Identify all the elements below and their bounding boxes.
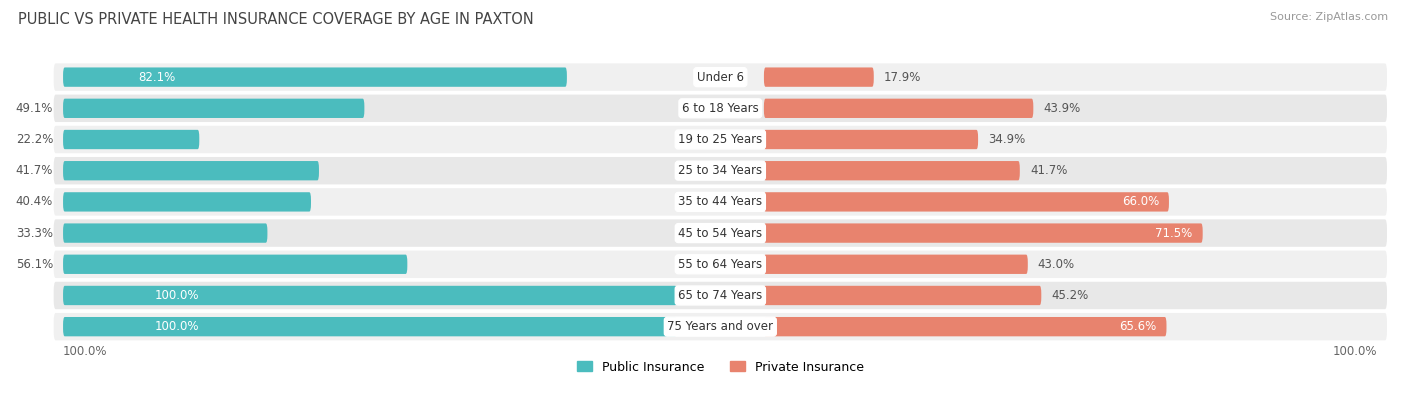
- FancyBboxPatch shape: [63, 99, 364, 118]
- FancyBboxPatch shape: [63, 130, 200, 149]
- Text: 45 to 54 Years: 45 to 54 Years: [678, 227, 762, 240]
- FancyBboxPatch shape: [63, 67, 567, 87]
- Text: 17.9%: 17.9%: [884, 71, 921, 83]
- FancyBboxPatch shape: [763, 317, 1167, 336]
- FancyBboxPatch shape: [63, 161, 319, 180]
- FancyBboxPatch shape: [53, 282, 1386, 309]
- Text: 100.0%: 100.0%: [155, 320, 200, 333]
- Text: 43.0%: 43.0%: [1038, 258, 1076, 271]
- FancyBboxPatch shape: [53, 64, 1386, 91]
- FancyBboxPatch shape: [63, 223, 267, 243]
- FancyBboxPatch shape: [53, 188, 1386, 216]
- FancyBboxPatch shape: [53, 219, 1386, 247]
- Text: 35 to 44 Years: 35 to 44 Years: [678, 195, 762, 209]
- Text: 33.3%: 33.3%: [15, 227, 53, 240]
- Text: 82.1%: 82.1%: [139, 71, 176, 83]
- Text: 56.1%: 56.1%: [15, 258, 53, 271]
- Text: 34.9%: 34.9%: [988, 133, 1025, 146]
- FancyBboxPatch shape: [763, 223, 1202, 243]
- FancyBboxPatch shape: [763, 254, 1028, 274]
- Text: 65.6%: 65.6%: [1119, 320, 1156, 333]
- FancyBboxPatch shape: [53, 251, 1386, 278]
- FancyBboxPatch shape: [763, 161, 1019, 180]
- Text: Source: ZipAtlas.com: Source: ZipAtlas.com: [1270, 12, 1388, 22]
- Text: Under 6: Under 6: [697, 71, 744, 83]
- Text: 100.0%: 100.0%: [1333, 345, 1378, 358]
- Text: 49.1%: 49.1%: [15, 102, 53, 115]
- FancyBboxPatch shape: [763, 286, 1042, 305]
- FancyBboxPatch shape: [763, 99, 1033, 118]
- Text: 25 to 34 Years: 25 to 34 Years: [678, 164, 762, 177]
- Legend: Public Insurance, Private Insurance: Public Insurance, Private Insurance: [576, 361, 863, 374]
- Text: 41.7%: 41.7%: [1029, 164, 1067, 177]
- Text: 43.9%: 43.9%: [1043, 102, 1081, 115]
- FancyBboxPatch shape: [53, 157, 1386, 185]
- FancyBboxPatch shape: [53, 126, 1386, 153]
- Text: 19 to 25 Years: 19 to 25 Years: [678, 133, 762, 146]
- Text: 6 to 18 Years: 6 to 18 Years: [682, 102, 759, 115]
- FancyBboxPatch shape: [63, 286, 676, 305]
- FancyBboxPatch shape: [63, 192, 311, 211]
- Text: 71.5%: 71.5%: [1156, 227, 1192, 240]
- FancyBboxPatch shape: [63, 317, 676, 336]
- FancyBboxPatch shape: [763, 130, 979, 149]
- Text: 75 Years and over: 75 Years and over: [668, 320, 773, 333]
- Text: 100.0%: 100.0%: [155, 289, 200, 302]
- Text: 65 to 74 Years: 65 to 74 Years: [678, 289, 762, 302]
- FancyBboxPatch shape: [763, 192, 1168, 211]
- Text: 66.0%: 66.0%: [1122, 195, 1159, 209]
- Text: 45.2%: 45.2%: [1052, 289, 1088, 302]
- FancyBboxPatch shape: [63, 254, 408, 274]
- Text: 100.0%: 100.0%: [63, 345, 108, 358]
- Text: 22.2%: 22.2%: [15, 133, 53, 146]
- FancyBboxPatch shape: [53, 313, 1386, 340]
- Text: 55 to 64 Years: 55 to 64 Years: [678, 258, 762, 271]
- Text: PUBLIC VS PRIVATE HEALTH INSURANCE COVERAGE BY AGE IN PAXTON: PUBLIC VS PRIVATE HEALTH INSURANCE COVER…: [18, 12, 534, 27]
- FancyBboxPatch shape: [763, 67, 873, 87]
- FancyBboxPatch shape: [53, 95, 1386, 122]
- Text: 40.4%: 40.4%: [15, 195, 53, 209]
- Text: 41.7%: 41.7%: [15, 164, 53, 177]
